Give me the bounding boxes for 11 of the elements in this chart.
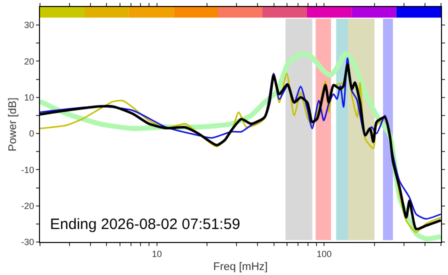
x-tick-label: 100 bbox=[316, 248, 332, 259]
y-tick-label: -30 bbox=[21, 237, 34, 248]
y-tick-label: 20 bbox=[24, 56, 34, 66]
y-tick-label: -10 bbox=[21, 164, 34, 175]
annotation: Ending 2026-08-02 07:51:59 bbox=[50, 216, 240, 233]
x-axis-title: Freq [mHz] bbox=[213, 261, 268, 273]
y-tick-label: 30 bbox=[24, 20, 34, 30]
y-axis-title: Power [dB] bbox=[6, 98, 19, 152]
y-tick-label: 10 bbox=[24, 92, 34, 103]
y-tick-label: -20 bbox=[21, 201, 34, 211]
y-tick-label: 0 bbox=[29, 128, 34, 139]
